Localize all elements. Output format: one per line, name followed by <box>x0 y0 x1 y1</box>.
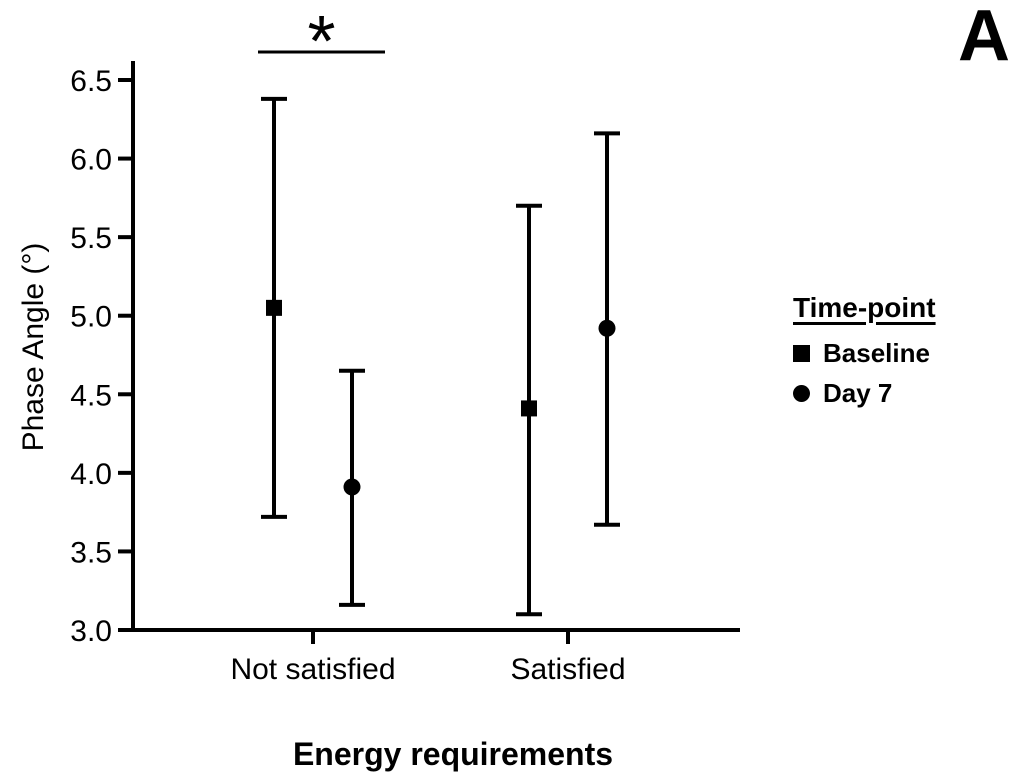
legend-item-label: Day 7 <box>823 378 893 408</box>
y-tick-label: 4.5 <box>70 379 112 412</box>
legend: Time-point Baseline Day 7 <box>793 291 936 408</box>
circle-marker-icon <box>793 384 810 402</box>
x-category-label: Not satisfied <box>230 653 395 686</box>
panel-label: A <box>958 0 1010 76</box>
y-tick-label: 3.0 <box>70 615 112 648</box>
legend-item-day7: Day 7 <box>793 378 936 408</box>
legend-item-label: Baseline <box>823 338 930 368</box>
y-tick-label: 4.0 <box>70 458 112 491</box>
day7-circle-marker <box>598 319 616 337</box>
y-tick-label: 5.5 <box>70 222 112 255</box>
legend-item-baseline: Baseline <box>793 338 936 368</box>
baseline-square-marker <box>266 299 282 316</box>
significance-asterisk: * <box>307 2 335 82</box>
y-tick-label: 5.0 <box>70 301 112 334</box>
legend-title: Time-point <box>793 292 936 323</box>
x-category-label: Satisfied <box>510 653 625 686</box>
baseline-square-marker <box>521 400 537 417</box>
y-tick-label: 6.5 <box>70 65 112 98</box>
day7-circle-marker <box>343 478 361 496</box>
square-marker-icon <box>793 344 810 362</box>
y-axis-title: Phase Angle (°) <box>17 242 50 452</box>
x-axis-title: Energy requirements <box>292 736 614 772</box>
y-tick-label: 6.0 <box>70 144 112 177</box>
y-tick-label: 3.5 <box>70 536 112 569</box>
